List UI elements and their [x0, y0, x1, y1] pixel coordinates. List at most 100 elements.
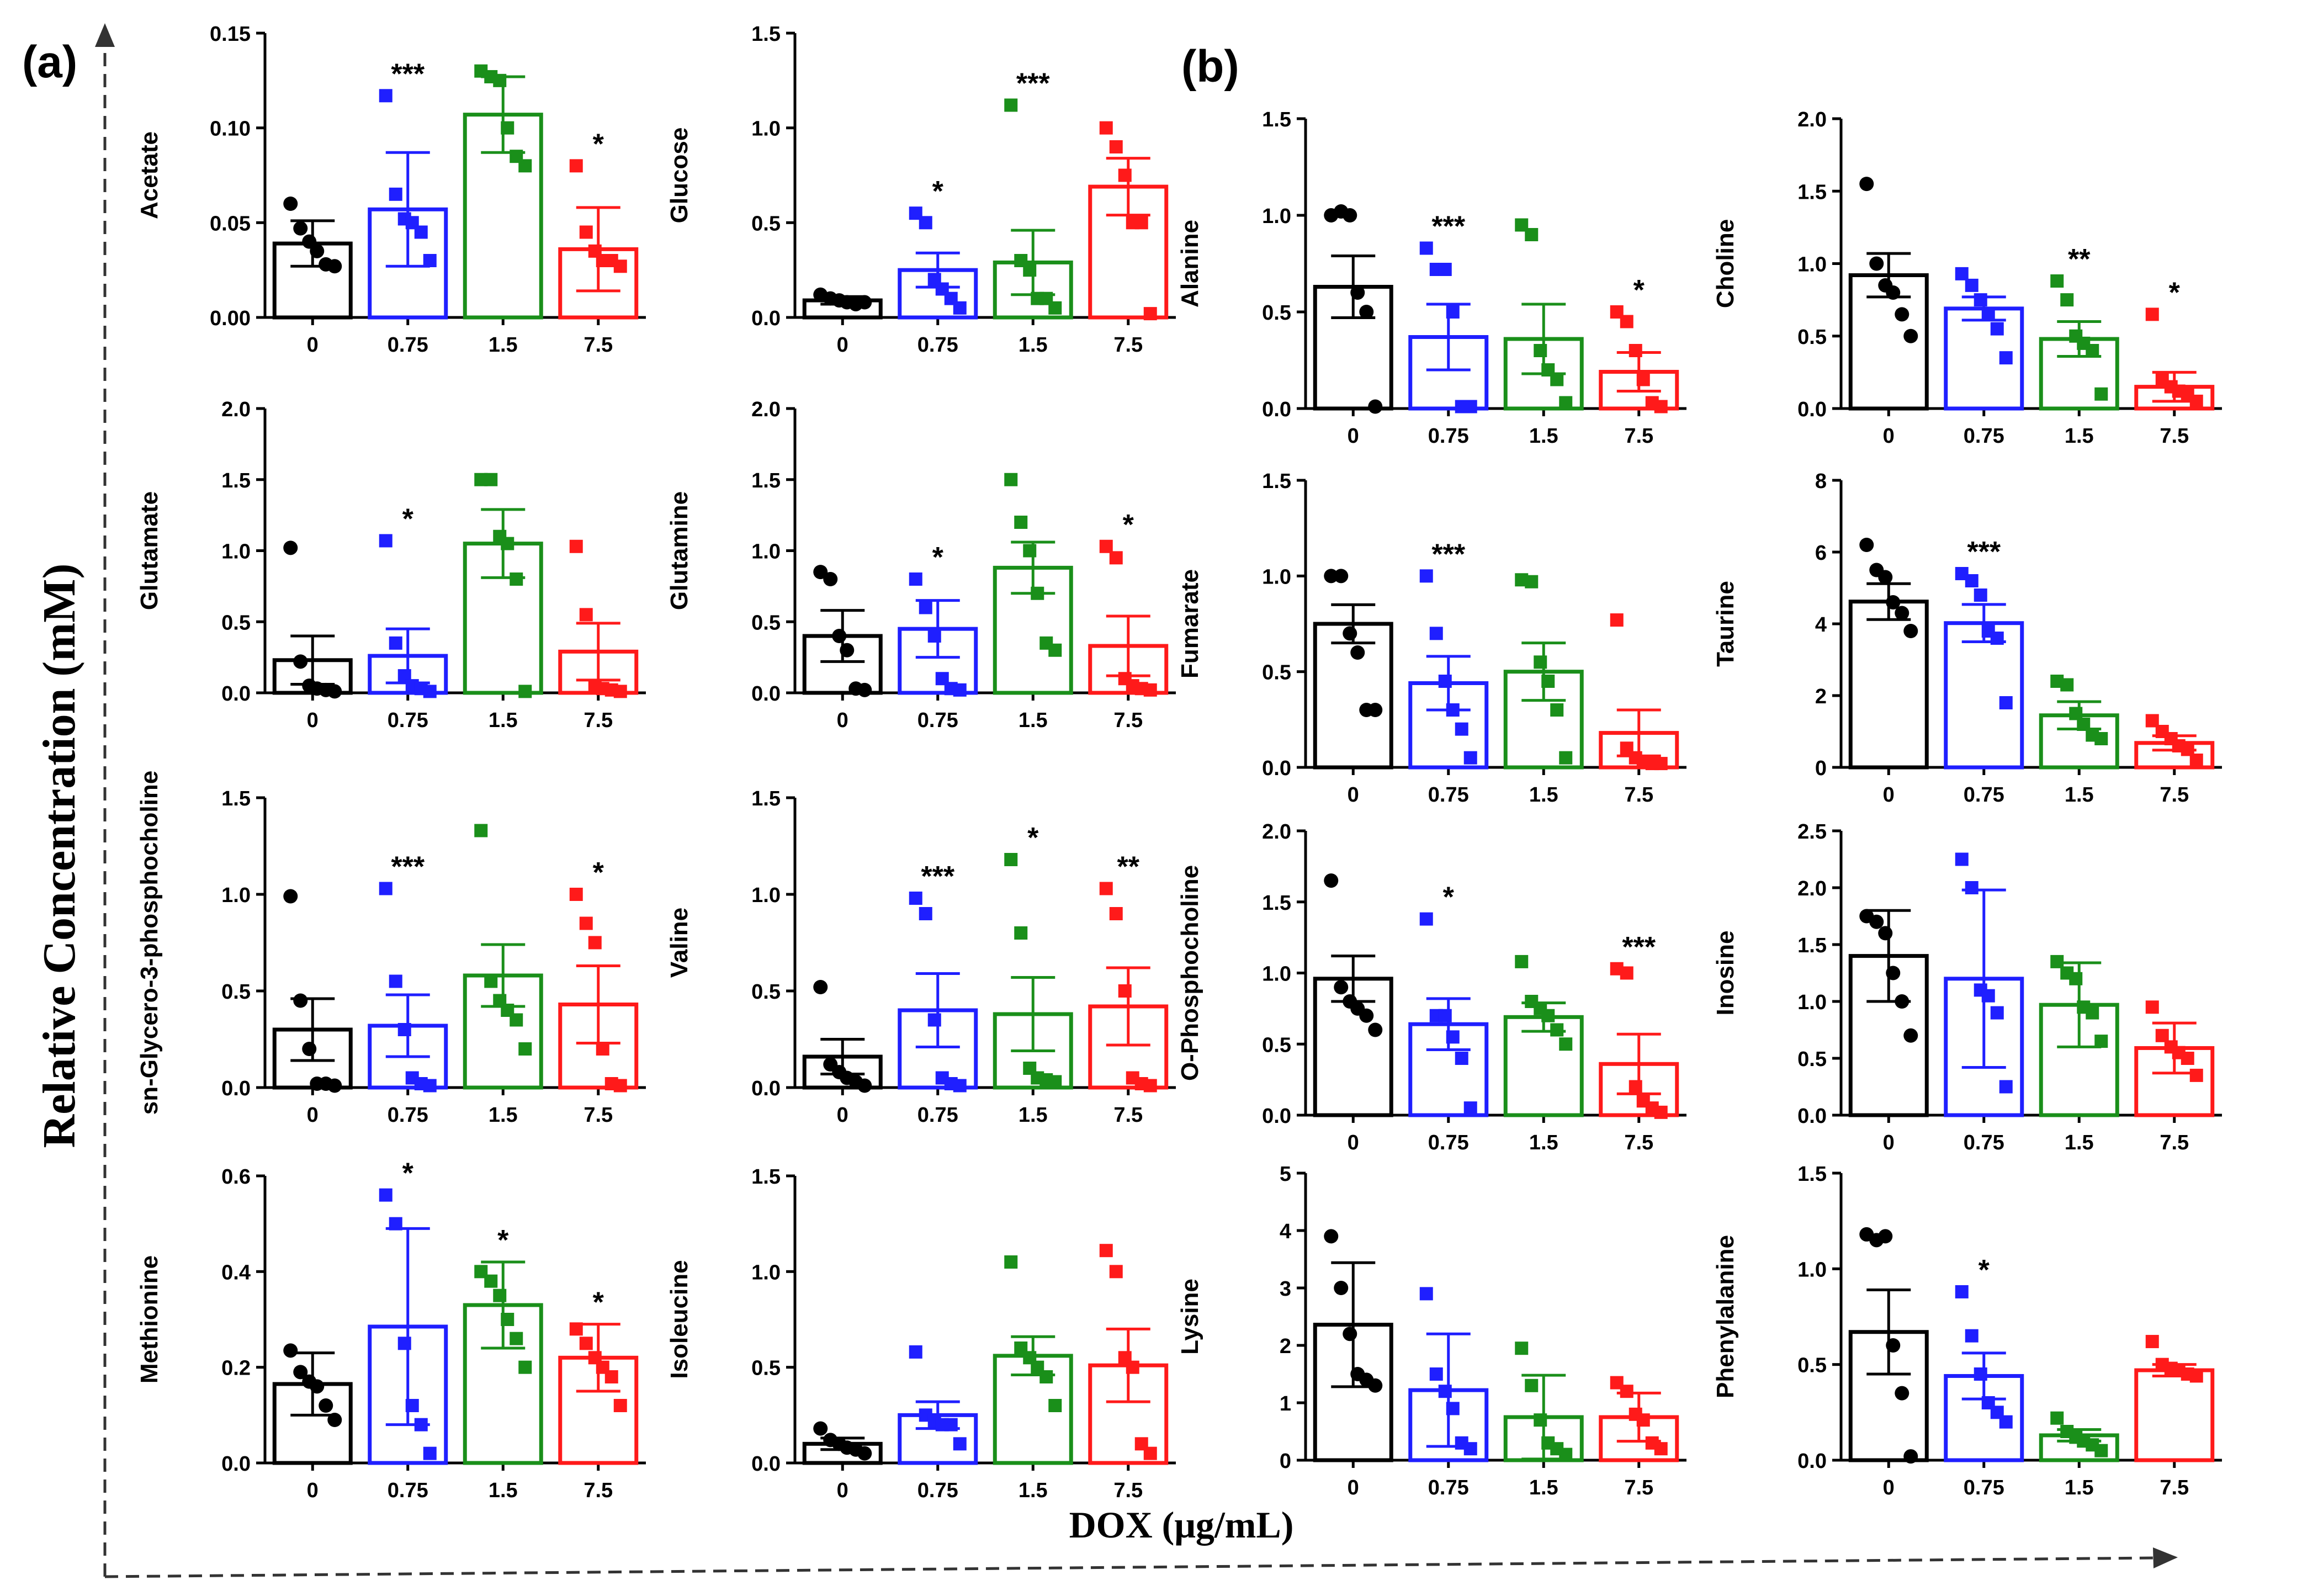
significance-marker: *	[932, 176, 944, 208]
x-tick-label: 0.75	[1964, 425, 2004, 448]
x-tick-label: 0.75	[1428, 1131, 1469, 1154]
x-tick-label: 7.5	[584, 1104, 613, 1127]
significance-marker: ***	[391, 58, 425, 90]
data-point	[1965, 881, 1979, 894]
y-tick-label: 0.0	[751, 307, 781, 330]
x-tick-label: 7.5	[1113, 1104, 1143, 1127]
data-point	[414, 1418, 428, 1431]
y-tick-label: 0	[1280, 1450, 1291, 1473]
y-tick-label: 0.5	[751, 212, 781, 235]
data-point	[1438, 263, 1452, 276]
y-tick-label: 2	[1280, 1335, 1291, 1358]
data-point	[1610, 613, 1624, 627]
data-point	[1134, 216, 1148, 230]
chart-inosine: 0.0 0.5 1.0 1.5 2.0 2.5 Inosine 0 0.75 1.5 7.5	[1712, 820, 2222, 1154]
significance-marker: *	[402, 503, 414, 535]
data-point	[1886, 966, 1901, 980]
data-point	[1903, 1449, 1918, 1464]
data-point	[379, 534, 392, 548]
x-tick-label: 7.5	[1113, 333, 1143, 357]
y-tick-label: 1.0	[1797, 253, 1827, 277]
data-point	[857, 682, 872, 697]
data-point	[327, 684, 342, 699]
y-tick-label: 2.5	[1797, 820, 1827, 844]
data-point	[1359, 305, 1374, 319]
data-point	[1859, 177, 1874, 192]
data-point	[1886, 595, 1901, 609]
y-tick-label: 1.5	[1797, 181, 1827, 204]
significance-marker: *	[1027, 822, 1039, 854]
data-point	[1118, 984, 1132, 998]
data-point	[518, 1360, 532, 1374]
y-tick-label: 1	[1280, 1392, 1291, 1415]
data-point	[1343, 208, 1357, 222]
y-tick-label: 0.0	[751, 1452, 781, 1476]
y-tick-label: 0.0	[1262, 1105, 1291, 1128]
data-point	[569, 1322, 583, 1336]
chart-valine: 0.0 0.5 1.0 1.5 Valine 0 0.75 *** 1.5 * 7.5 **	[666, 787, 1176, 1127]
data-point	[2145, 1335, 2159, 1349]
data-point	[1886, 285, 1901, 300]
data-point	[2189, 1068, 2203, 1082]
data-point	[1048, 1399, 1062, 1412]
data-point	[1455, 722, 1468, 736]
y-axis-label: O-Phosphocholine	[1176, 865, 1203, 1081]
data-point	[2086, 344, 2099, 357]
chart-alanine: 0.0 0.5 1.0 1.5 Alanine 0 0.75 *** 1.5 7.5 *	[1176, 108, 1686, 448]
data-point	[1878, 926, 1893, 941]
x-tick-label: 7.5	[1624, 783, 1653, 807]
data-point	[1004, 473, 1018, 486]
data-point	[1023, 263, 1037, 277]
data-point	[1446, 1402, 1460, 1415]
data-point	[1324, 569, 1339, 584]
y-tick-label: 6	[1815, 542, 1827, 565]
data-point	[1446, 703, 1460, 717]
x-tick-label: 0.75	[917, 709, 958, 732]
data-point	[1419, 912, 1433, 926]
data-point	[2189, 1369, 2203, 1383]
chart-acetate: 0.00 0.05 0.10 0.15 Acetate 0 0.75 *** 1.5 7.5 *	[136, 23, 646, 357]
vertical-arrowhead	[95, 23, 115, 47]
data-point	[1620, 1385, 1633, 1398]
significance-marker: *	[593, 857, 604, 889]
significance-marker: *	[932, 542, 944, 574]
data-point	[293, 654, 308, 669]
data-point	[2145, 307, 2159, 321]
data-point	[919, 601, 932, 614]
significance-marker: ***	[1431, 211, 1465, 243]
data-point	[1869, 256, 1884, 271]
data-point	[613, 259, 627, 273]
y-axis-label: Phenylalanine	[1712, 1235, 1739, 1398]
x-tick-label: 1.5	[2065, 1131, 2094, 1154]
data-point	[1126, 1360, 1139, 1374]
data-point	[319, 1398, 333, 1413]
data-point	[2155, 1028, 2169, 1042]
x-axis-title: DOX (μg/mL)	[1069, 1504, 1294, 1546]
data-point	[953, 301, 967, 315]
data-point	[1559, 1037, 1573, 1051]
data-point	[1990, 1006, 2004, 1020]
data-point	[613, 1079, 627, 1093]
data-point	[1446, 1030, 1460, 1044]
data-point	[1463, 400, 1477, 413]
data-point	[2086, 1006, 2099, 1020]
significance-marker: *	[593, 128, 604, 160]
data-point	[1324, 873, 1339, 888]
bar	[1313, 622, 1393, 770]
y-tick-label: 4	[1280, 1220, 1291, 1243]
x-tick-label: 1.5	[1529, 425, 1558, 448]
data-point	[327, 259, 342, 274]
data-point	[1014, 926, 1028, 940]
y-tick-label: 0.0	[221, 1452, 251, 1476]
data-point	[1099, 1244, 1113, 1258]
x-tick-label: 0.75	[1964, 1131, 2004, 1154]
data-point	[518, 685, 532, 698]
data-point	[1559, 751, 1573, 765]
data-point	[1525, 575, 1539, 588]
x-tick-label: 1.5	[1529, 1476, 1558, 1499]
data-point	[1324, 1229, 1339, 1244]
significance-marker: *	[1443, 882, 1455, 914]
y-tick-label: 0.5	[221, 980, 251, 1004]
data-point	[1955, 267, 1969, 280]
x-tick-label: 1.5	[2065, 425, 2094, 448]
